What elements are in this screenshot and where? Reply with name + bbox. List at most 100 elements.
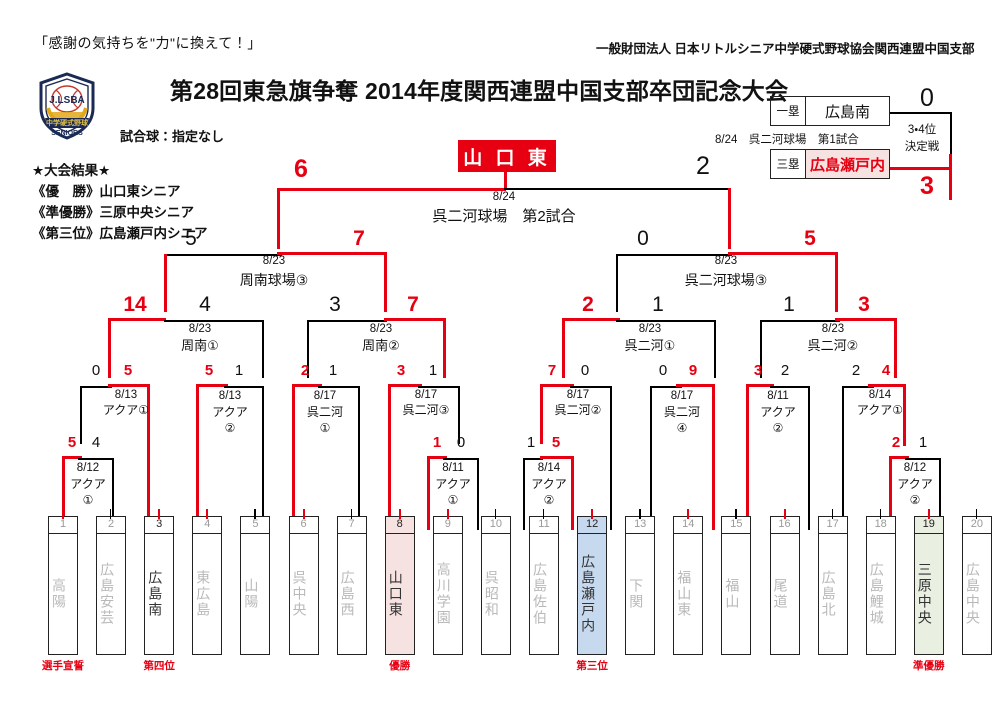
p4-right-arm (905, 458, 941, 460)
r1-2-venue2: ② (224, 421, 236, 435)
p1-date: 8/12 (76, 462, 100, 474)
qf3-left-drop (562, 318, 566, 378)
r1-4-right-arm (418, 386, 460, 388)
playoff-label: 3・4位 決定戦 (893, 122, 951, 156)
team-name: 広島瀬戸内 (580, 554, 597, 634)
p2-date: 8/11 (442, 462, 464, 474)
team-column-20[interactable]: 20 広島中央 (961, 516, 992, 655)
team-column-13[interactable]: 13 下関 (625, 516, 656, 655)
playoff-match-info: 8/24 呉二河球場 第1試合 (715, 134, 859, 146)
team-name: 東広島 (195, 570, 212, 618)
p3-date: 8/14 (537, 462, 561, 474)
r1-2-match-info: 8/13 アクア ② (182, 388, 278, 436)
team-seed-number: 11 (530, 517, 558, 534)
team-stem-18 (879, 509, 882, 519)
playoff-right-connector-bottom (949, 154, 953, 200)
team-column-6[interactable]: 6 呉中央 (288, 516, 319, 655)
sf2-left-score: 0 (637, 227, 649, 250)
champion-banner: 山 口 東 (458, 140, 556, 172)
team-column-18[interactable]: 18 広島鯉城 (865, 516, 896, 655)
r1-1-left-score: 0 (91, 362, 101, 379)
r1-7-match-info: 8/11 アクア ② (732, 388, 824, 436)
p2-left-drop (427, 456, 431, 530)
team-column-1[interactable]: 1 高陽 (48, 516, 78, 655)
p1-left-drop (62, 456, 66, 530)
team-stem-7 (350, 509, 352, 519)
team-seed-number: 16 (770, 517, 799, 534)
team-column-16[interactable]: 16 尾道 (769, 516, 800, 655)
p2-left-score: 1 (432, 434, 442, 451)
team-column-8[interactable]: 8 山口東 (384, 516, 415, 655)
team-column-4[interactable]: 4 東広島 (192, 516, 223, 655)
r1-3-left-arm (292, 384, 322, 388)
sf1-match-info: 8/23 周南球場③ (194, 254, 354, 291)
r1-1-date: 8/13 (114, 389, 138, 401)
p3-right-score: 5 (551, 434, 561, 451)
p3-left-arm (523, 458, 543, 460)
r1-3-match-info: 8/17 呉二河 ① (278, 388, 372, 436)
qf3-right-score: 1 (652, 293, 664, 316)
qf3-right-arm (616, 320, 716, 322)
playoff-bottom-connector (890, 167, 952, 171)
team-column-11[interactable]: 11 広島佐伯 (529, 516, 559, 655)
r1-8-left-arm (842, 386, 874, 388)
r1-6-left-drop (650, 386, 652, 530)
team-seed-number: 14 (674, 517, 703, 534)
qf3-match-info: 8/23 呉二河① (585, 322, 715, 354)
r1-4-match-info: 8/17 呉二河③ (374, 388, 478, 418)
team-seed-number: 19 (914, 517, 943, 534)
final-date: 8/24 (492, 191, 516, 203)
sf1-left-score: 5 (185, 227, 197, 250)
sf2-venue: 呉二河球場③ (684, 272, 768, 288)
p1-right-drop (112, 458, 114, 530)
p1-venue: アクア (70, 477, 106, 491)
r1-7-date: 8/11 (767, 390, 789, 402)
team-name: 尾道 (772, 578, 789, 610)
champion-stem (504, 172, 508, 190)
qf4-left-arm (760, 320, 840, 322)
qf1-right-drop (262, 320, 264, 378)
qf1-date: 8/23 (188, 323, 212, 335)
team-column-17[interactable]: 17 広島北 (817, 516, 848, 655)
p1-right-arm (78, 458, 114, 460)
qf3-left-score: 2 (582, 293, 594, 316)
qf3-venue: 呉二河① (624, 338, 676, 353)
playoff-right-connector-top (950, 112, 952, 156)
team-stem-3 (158, 509, 161, 519)
team-stem-2 (110, 509, 112, 519)
r1-6-right-drop (712, 384, 716, 530)
r1-5-right-drop (610, 386, 612, 530)
qf1-right-score: 4 (199, 293, 211, 316)
team-seed-number: 17 (818, 517, 847, 534)
team-column-10[interactable]: 10 呉昭和 (480, 516, 511, 655)
team-seed-number: 8 (385, 517, 414, 534)
team-column-19[interactable]: 19 三原中央 (913, 516, 944, 655)
third-place-playoff-box: 一塁 広島南 三塁 広島瀬戸内 (770, 96, 890, 179)
jlsba-emblem-icon: J.LSBA 中学硬式野球 SENIORS (36, 72, 98, 140)
r1-3-right-arm (318, 386, 360, 388)
team-seed-number: 13 (626, 517, 655, 534)
qf4-left-drop (760, 320, 762, 378)
r1-6-left-arm (650, 386, 682, 388)
team-column-3[interactable]: 3 広島南 (144, 516, 175, 655)
r1-7-right-arm (770, 386, 810, 388)
r1-5-right-arm (570, 386, 612, 388)
p1-right-score: 4 (91, 434, 101, 451)
qf2-match-info: 8/23 周南② (316, 322, 446, 354)
p3-left-drop (523, 458, 525, 530)
team-column-14[interactable]: 14 福山東 (673, 516, 704, 655)
r1-6-right-score: 9 (688, 362, 698, 379)
final-match-info: 8/24 呉二河球場 第2試合 (404, 190, 604, 229)
team-column-12[interactable]: 12 広島瀬戸内 (577, 516, 608, 655)
r1-2-left-drop (196, 384, 200, 530)
r1-3-left-drop (292, 384, 296, 530)
team-column-7[interactable]: 7 広島西 (336, 516, 367, 655)
team-seed-number: 10 (481, 517, 510, 534)
team-column-2[interactable]: 2 広島安芸 (96, 516, 127, 655)
team-column-9[interactable]: 9 高川学園 (432, 516, 463, 655)
tournament-results-summary: ★大会結果★ 《優 勝》山口東シニア 《準優勝》三原中央シニア 《第三位》広島瀬… (32, 160, 208, 244)
team-column-5[interactable]: 5 山陽 (240, 516, 271, 655)
team-column-15[interactable]: 15 福山 (721, 516, 752, 655)
r1-6-venue: 呉二河 (663, 405, 700, 419)
p4-left-arm (889, 456, 909, 460)
